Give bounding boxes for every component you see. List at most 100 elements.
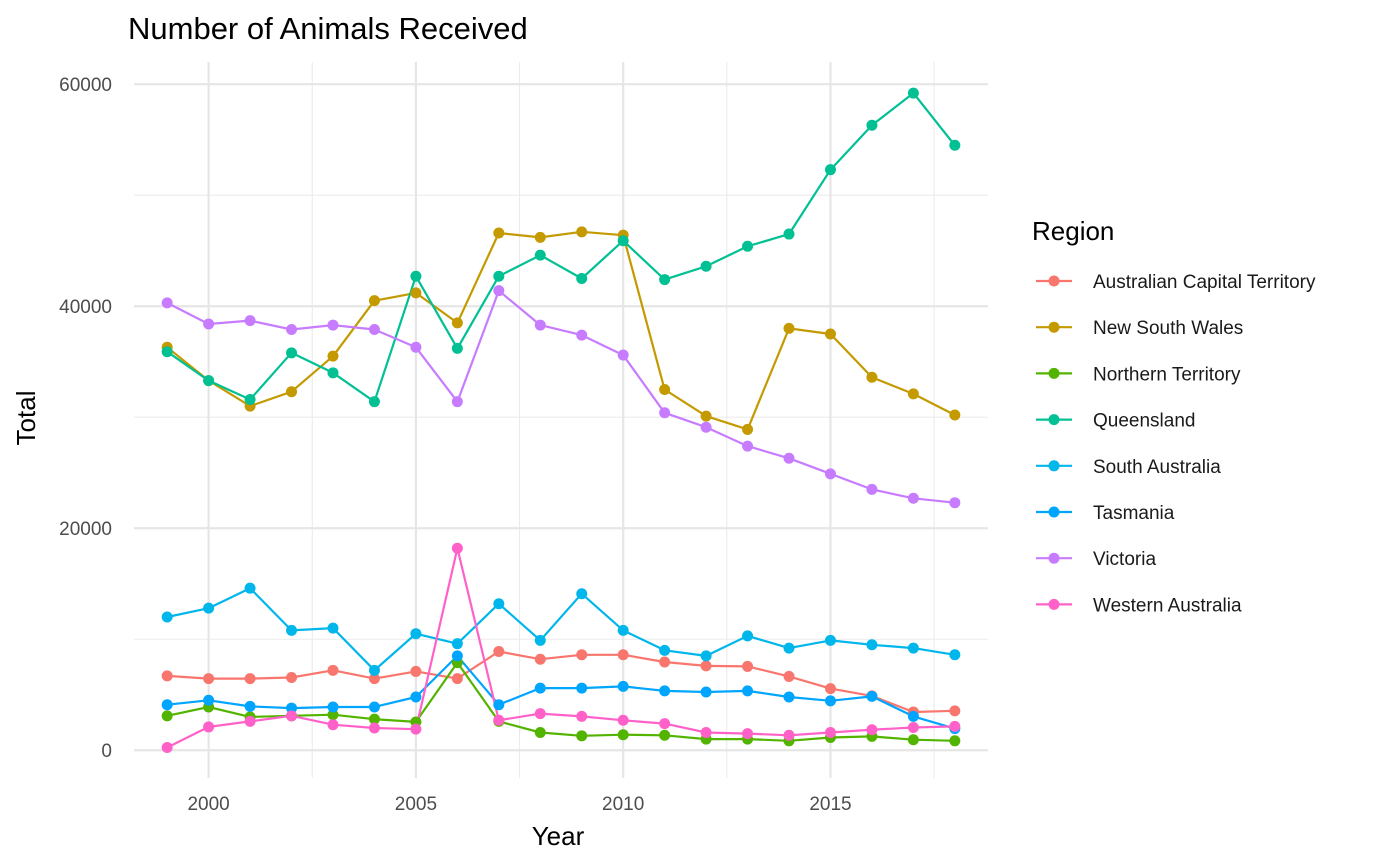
data-point — [451, 650, 463, 662]
legend-title: Region — [1032, 216, 1114, 246]
data-point — [949, 139, 961, 151]
data-point — [576, 226, 588, 238]
data-point — [327, 319, 339, 331]
data-point — [576, 649, 588, 661]
data-point — [493, 227, 505, 239]
data-point — [659, 718, 671, 730]
legend-key-point — [1048, 598, 1060, 610]
data-point — [368, 664, 380, 676]
data-point — [368, 713, 380, 725]
data-point — [907, 87, 919, 99]
data-point — [742, 660, 754, 672]
data-point — [534, 634, 546, 646]
data-point — [617, 624, 629, 636]
data-point — [327, 350, 339, 362]
x-axis-title: Year — [532, 821, 585, 851]
data-point — [824, 468, 836, 480]
data-point — [907, 642, 919, 654]
legend-key-point — [1048, 552, 1060, 564]
legend-item: Queensland — [1036, 411, 1195, 432]
data-point — [327, 709, 339, 721]
data-point — [907, 492, 919, 504]
legend-key-point — [1048, 506, 1060, 518]
legend-item: Tasmania — [1036, 503, 1175, 524]
data-point — [451, 542, 463, 554]
series-line — [167, 650, 955, 714]
data-point — [368, 701, 380, 713]
data-point — [742, 685, 754, 697]
legend-items: Australian Capital Territory New South Wa… — [1036, 272, 1316, 616]
y-tick-label: 20000 — [59, 519, 112, 540]
data-point — [576, 272, 588, 284]
data-point — [742, 423, 754, 435]
y-axis-title: Total — [11, 391, 41, 446]
data-point — [534, 708, 546, 720]
series-line — [166, 289, 955, 504]
x-axis-tick-labels: 2000 2005 2010 2015 — [187, 794, 851, 815]
data-point — [617, 649, 629, 661]
legend-item: Western Australia — [1036, 595, 1242, 616]
data-point — [368, 324, 380, 336]
data-point — [907, 721, 919, 733]
data-point — [493, 270, 505, 282]
data-point — [783, 228, 795, 240]
data-point — [203, 721, 215, 733]
data-point — [824, 683, 836, 695]
data-point — [410, 270, 422, 282]
legend-label: Western Australia — [1093, 595, 1242, 616]
data-point — [493, 598, 505, 610]
data-point — [410, 691, 422, 703]
data-point — [617, 349, 629, 361]
data-point — [617, 714, 629, 726]
data-point — [659, 274, 671, 286]
data-point — [576, 588, 588, 600]
data-point — [493, 645, 505, 657]
data-point — [617, 235, 629, 247]
data-point — [742, 240, 754, 252]
data-point — [410, 723, 422, 735]
y-tick-label: 40000 — [59, 297, 112, 318]
data-point — [700, 260, 712, 272]
data-point — [824, 328, 836, 340]
data-point — [866, 639, 878, 651]
legend-key-point — [1048, 275, 1060, 287]
legend-item: Victoria — [1036, 549, 1156, 570]
x-tick-label: 2010 — [602, 794, 644, 815]
data-point — [534, 319, 546, 331]
data-point — [742, 630, 754, 642]
data-point — [203, 318, 215, 330]
legend-label: Australian Capital Territory — [1093, 272, 1316, 293]
data-point — [161, 741, 173, 753]
data-point — [949, 705, 961, 717]
data-point — [824, 634, 836, 646]
data-point — [700, 686, 712, 698]
data-point — [286, 324, 298, 336]
data-point — [368, 722, 380, 734]
series-line — [166, 587, 955, 672]
data-point — [286, 347, 298, 359]
legend: Region Australian Capital Territory New S… — [1032, 216, 1316, 616]
series-line — [166, 230, 956, 431]
data-point — [368, 396, 380, 408]
data-point — [368, 295, 380, 307]
data-point — [161, 297, 173, 309]
data-point — [700, 421, 712, 433]
x-tick-label: 2005 — [395, 794, 437, 815]
data-point — [949, 497, 961, 509]
data-point — [866, 724, 878, 736]
data-point — [244, 315, 256, 327]
series-line — [166, 91, 956, 403]
data-point — [659, 644, 671, 656]
data-point — [907, 710, 919, 722]
legend-item: Australian Capital Territory — [1036, 272, 1316, 293]
data-point — [410, 628, 422, 640]
data-point — [368, 673, 380, 685]
data-point — [451, 317, 463, 329]
series-lines — [166, 91, 956, 749]
legend-item: New South Wales — [1036, 318, 1243, 339]
data-point — [161, 670, 173, 682]
data-point — [534, 249, 546, 261]
legend-key-point — [1048, 367, 1060, 379]
data-point — [866, 371, 878, 383]
data-point — [700, 410, 712, 422]
